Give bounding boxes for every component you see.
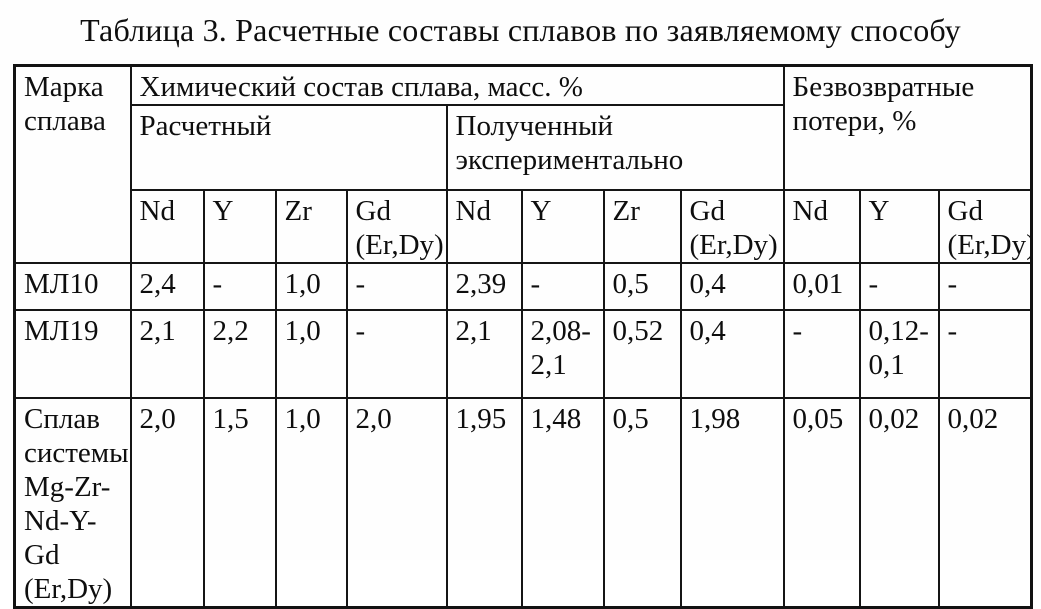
header-calc-group: Расчетный [129,104,448,191]
header-loss-nd: Nd [782,189,861,264]
table-cell: 0,5 [602,262,682,311]
table-cell: 2,1 [445,309,523,399]
table-title: Таблица 3. Расчетные составы сплавов по … [80,12,961,48]
header-loss-y: Y [858,189,940,264]
header-loss-gd: Gd (Er,Dy) [937,189,1033,264]
table-cell: 2,2 [202,309,277,399]
table-cell: 2,0 [345,397,448,609]
table-cell: 0,4 [679,262,785,311]
table-cell: - [202,262,277,311]
table-cell: - [937,262,1033,311]
alloy-composition-table: Марка сплава Химический состав сплава, м… [13,64,1034,609]
table-row-ml19: МЛ19 2,1 2,2 1,0 - 2,1 2,08- 2,1 0,52 0,… [13,309,1033,399]
cell-grade: Сплав системы Mg-Zr- Nd-Y- Gd (Er,Dy) [13,397,132,609]
table-cell: 0,02 [858,397,940,609]
scanned-document-page: Таблица 3. Расчетные составы сплавов по … [13,12,1034,609]
header-exp-y: Y [520,189,605,264]
table-cell: 1,5 [202,397,277,609]
table-cell: 1,0 [274,397,348,609]
table-cell: 0,05 [782,397,861,609]
table-cell: 0,52 [602,309,682,399]
header-row-groups: Марка сплава Химический состав сплава, м… [13,64,1033,264]
table-cell: - [782,309,861,399]
header-calc-zr: Zr [274,189,348,264]
header-loss-group: Безвозвратные потери, % [782,64,1033,191]
table-row-ml10: МЛ10 2,4 - 1,0 - 2,39 - 0,5 0,4 0,01 - - [13,262,1033,311]
header-row-elements: Nd Y Zr Gd (Er,Dy) Nd Y Zr Gd (Er,Dy) Nd… [15,189,1033,264]
table-cell: 0,01 [782,262,861,311]
table-cell: - [937,309,1033,399]
table-cell: 0,02 [937,397,1033,609]
header-row-subgroups: Расчетный Полученный экспериментально [15,104,1032,191]
table-cell: 1,95 [445,397,523,609]
table-cell: 1,98 [679,397,785,609]
cell-grade: МЛ19 [13,309,132,399]
header-exp-nd: Nd [445,189,523,264]
header-exp-zr: Zr [602,189,682,264]
header-exp-group: Полученный экспериментально [445,104,785,191]
table-cell: - [345,262,448,311]
header-grade: Марка сплава [13,64,132,264]
header-chem-group: Химический состав сплава, масс. % [129,64,785,106]
table-cell: 2,39 [445,262,523,311]
header-calc-gd: Gd (Er,Dy) [345,189,448,264]
table-cell: 0,5 [602,397,682,609]
header-calc-nd: Nd [129,189,205,264]
table-cell: 0,12- 0,1 [858,309,940,399]
table-cell: - [858,262,940,311]
table-cell: 2,4 [129,262,205,311]
table-row-mg-system-alloy: Сплав системы Mg-Zr- Nd-Y- Gd (Er,Dy) 2,… [13,397,1033,609]
cell-grade: МЛ10 [13,262,132,311]
table-cell: 0,4 [679,309,785,399]
table-cell: - [520,262,605,311]
table-cell: 1,0 [274,309,348,399]
table-cell: 2,1 [129,309,205,399]
table-cell: 1,0 [274,262,348,311]
header-exp-gd: Gd (Er,Dy) [679,189,785,264]
header-calc-y: Y [202,189,277,264]
table-cell: 1,48 [520,397,605,609]
table-cell: - [345,309,448,399]
table-cell: 2,08- 2,1 [520,309,605,399]
table-cell: 2,0 [129,397,205,609]
